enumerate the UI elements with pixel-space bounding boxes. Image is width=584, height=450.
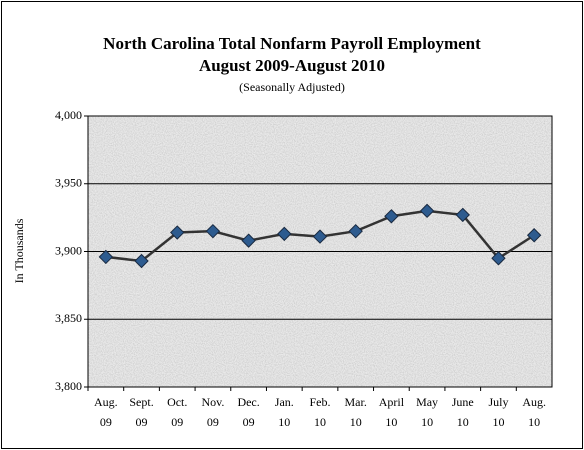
x-tick-label-line: 10 bbox=[278, 415, 290, 429]
y-tick-label: 3,900 bbox=[55, 243, 82, 257]
data-point bbox=[205, 223, 221, 239]
x-tick-label-line: Nov. bbox=[201, 395, 224, 409]
data-point bbox=[134, 253, 149, 269]
x-tick-label: April 10 bbox=[379, 395, 405, 429]
x-tick-label: Oct. 09 bbox=[167, 395, 187, 429]
x-tick-label: Nov. 09 bbox=[201, 395, 224, 429]
x-tick-label-line: 10 bbox=[528, 415, 540, 429]
x-tick-label-line: Mar. bbox=[345, 395, 367, 409]
x-tick-label: Jan. 10 bbox=[275, 395, 294, 429]
x-tick-label-line: June bbox=[452, 395, 474, 409]
data-point bbox=[277, 226, 292, 242]
data-point bbox=[312, 229, 328, 244]
x-tick-label-line: 10 bbox=[385, 415, 397, 429]
y-axis-label: In Thousands bbox=[12, 218, 26, 283]
x-tick-label: Sept. 09 bbox=[129, 395, 153, 429]
x-tick-label-line: Aug. bbox=[522, 395, 546, 409]
x-tick-label: Mar. 10 bbox=[345, 395, 367, 429]
x-tick-label: Aug. 09 bbox=[94, 395, 118, 429]
x-tick-label-line: 10 bbox=[350, 415, 362, 429]
x-tick-label-line: Feb. bbox=[310, 395, 331, 409]
x-tick-label-line: 10 bbox=[492, 415, 504, 429]
data-point bbox=[98, 249, 114, 265]
chart-note: (Seasonally Adjusted) bbox=[239, 80, 345, 94]
x-tick-label-line: 10 bbox=[457, 415, 469, 429]
x-tick-label-line: Oct. bbox=[167, 395, 187, 409]
chart-title: North Carolina Total Nonfarm Payroll Emp… bbox=[103, 34, 481, 53]
data-point bbox=[384, 209, 399, 224]
data-point bbox=[455, 207, 470, 223]
x-tick-label-line: 09 bbox=[207, 415, 219, 429]
x-tick-label-line: Aug. bbox=[94, 395, 118, 409]
y-tick-label: 3,950 bbox=[55, 176, 82, 190]
x-tick-label-line: 09 bbox=[100, 415, 112, 429]
data-point bbox=[241, 233, 256, 248]
x-tick-label-line: Jan. bbox=[275, 395, 294, 409]
x-tick-label: May 10 bbox=[416, 395, 438, 429]
y-tick-label: 4,000 bbox=[55, 108, 82, 122]
x-tick-label: July 10 bbox=[488, 395, 508, 429]
data-point bbox=[170, 225, 185, 240]
x-tick-label: Aug. 10 bbox=[522, 395, 546, 429]
x-tick-label-line: Dec. bbox=[237, 395, 259, 409]
data-point bbox=[491, 251, 506, 266]
x-tick-label-line: 10 bbox=[314, 415, 326, 429]
x-tick-label-line: April bbox=[379, 395, 405, 409]
x-tick-label: June 10 bbox=[452, 395, 474, 429]
y-tick-label: 3,800 bbox=[55, 379, 82, 393]
y-tick-label: 3,850 bbox=[55, 311, 82, 325]
x-tick-label: Dec. 09 bbox=[237, 395, 259, 429]
data-point bbox=[348, 223, 363, 239]
data-point bbox=[526, 228, 542, 243]
x-tick-label: Feb. 10 bbox=[310, 395, 331, 429]
x-tick-label-line: July bbox=[488, 395, 508, 409]
x-tick-label-line: 10 bbox=[421, 415, 433, 429]
x-tick-label-line: 09 bbox=[136, 415, 148, 429]
chart-subtitle: August 2009-August 2010 bbox=[199, 56, 385, 75]
x-tick-label-line: May bbox=[416, 395, 438, 409]
x-tick-label-line: 09 bbox=[243, 415, 255, 429]
x-tick-label-line: 09 bbox=[171, 415, 183, 429]
data-point bbox=[419, 203, 435, 219]
x-tick-label-line: Sept. bbox=[129, 395, 153, 409]
plot-border bbox=[87, 115, 553, 388]
